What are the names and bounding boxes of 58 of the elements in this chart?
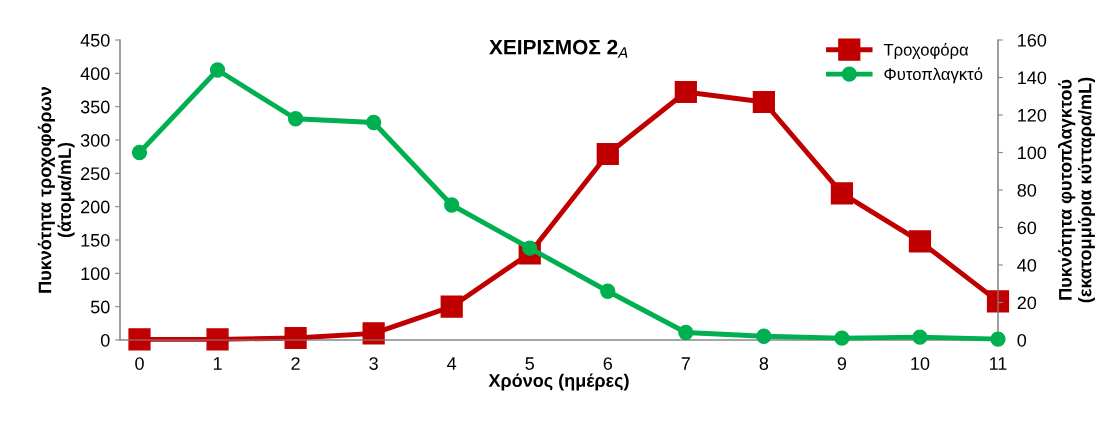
y-tick-label: 400	[80, 67, 110, 81]
legend-label: Τροχοφόρα	[883, 43, 969, 60]
x-tick-label: 5	[525, 357, 534, 370]
y-tick-label: 350	[80, 100, 110, 114]
y2-tick-label: 0	[1017, 333, 1027, 347]
point	[440, 295, 463, 318]
point	[131, 144, 148, 161]
y-tick-label: 150	[81, 233, 110, 247]
point	[678, 324, 694, 341]
y2-axis-title: Πυκνότητα φυτοπλαγκτού (εκατομμύρια κύτταρα/mL)	[1057, 77, 1095, 303]
x-axis-title: Χρόνος (ημέρες)	[488, 373, 629, 391]
y-tick-label: 450	[80, 33, 110, 47]
point	[366, 114, 382, 131]
x-tick-label: 6	[603, 357, 613, 370]
point	[209, 62, 226, 78]
point	[674, 80, 697, 104]
y2-tick-label: 80	[1017, 183, 1037, 197]
y2-tick-label: 60	[1017, 221, 1037, 235]
point	[990, 331, 1006, 347]
y-tick-label: 0	[100, 333, 110, 347]
x-tick-label: 1	[213, 357, 222, 370]
y2-tick-label: 100	[1018, 146, 1047, 160]
point	[986, 290, 1010, 313]
y2-tick-label: 120	[1018, 108, 1047, 122]
y-tick-label: 300	[80, 133, 110, 147]
y2-tick-label: 40	[1017, 258, 1037, 272]
y2-tick-label: 140	[1018, 71, 1047, 85]
point	[600, 283, 616, 299]
point	[908, 230, 932, 253]
x-tick-label: 0	[135, 357, 144, 370]
x-tick-label: 9	[837, 357, 847, 370]
y2-tick-label: 20	[1017, 296, 1037, 310]
point	[912, 329, 928, 345]
y-tick-label: 50	[90, 300, 110, 314]
x-tick-label: 8	[759, 357, 769, 370]
x-tick-label: 10	[911, 357, 930, 370]
chart-title: ΧΕΙΡΙΣΜΟΣ 2$_{A}$	[489, 39, 628, 58]
y-tick-label: 250	[81, 167, 110, 181]
point	[284, 326, 307, 350]
point	[830, 182, 854, 205]
point	[287, 111, 304, 127]
point	[206, 328, 229, 351]
x-tick-label: 11	[990, 357, 1007, 370]
point	[128, 328, 151, 351]
point	[756, 328, 772, 344]
y-tick-label: 200	[81, 200, 110, 214]
x-tick-label: 2	[291, 357, 300, 370]
point	[752, 90, 775, 114]
point	[834, 330, 850, 346]
legend-label: Φυτοπλαγκτό	[884, 67, 983, 84]
y-axis-title: Πυκνότητα τροχοφόρων (άτομα/mL)	[37, 86, 75, 293]
x-tick-label: 4	[447, 357, 457, 370]
point	[596, 142, 619, 166]
x-tick-label: 7	[681, 357, 690, 370]
point	[444, 197, 460, 213]
y2-tick-label: 160	[1018, 33, 1047, 47]
y-tick-label: 100	[81, 267, 110, 281]
x-tick-label: 3	[369, 357, 378, 370]
